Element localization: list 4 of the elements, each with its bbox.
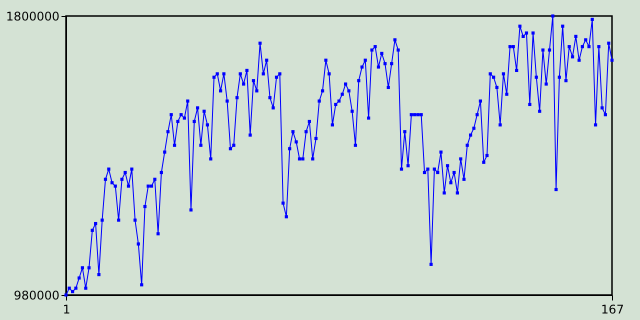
y-tick-label: 980000 bbox=[14, 288, 60, 302]
x-tick-label: 1 bbox=[62, 302, 70, 316]
x-tick-label: 167 bbox=[601, 302, 624, 316]
y-tick-label: 1800000 bbox=[6, 10, 60, 24]
